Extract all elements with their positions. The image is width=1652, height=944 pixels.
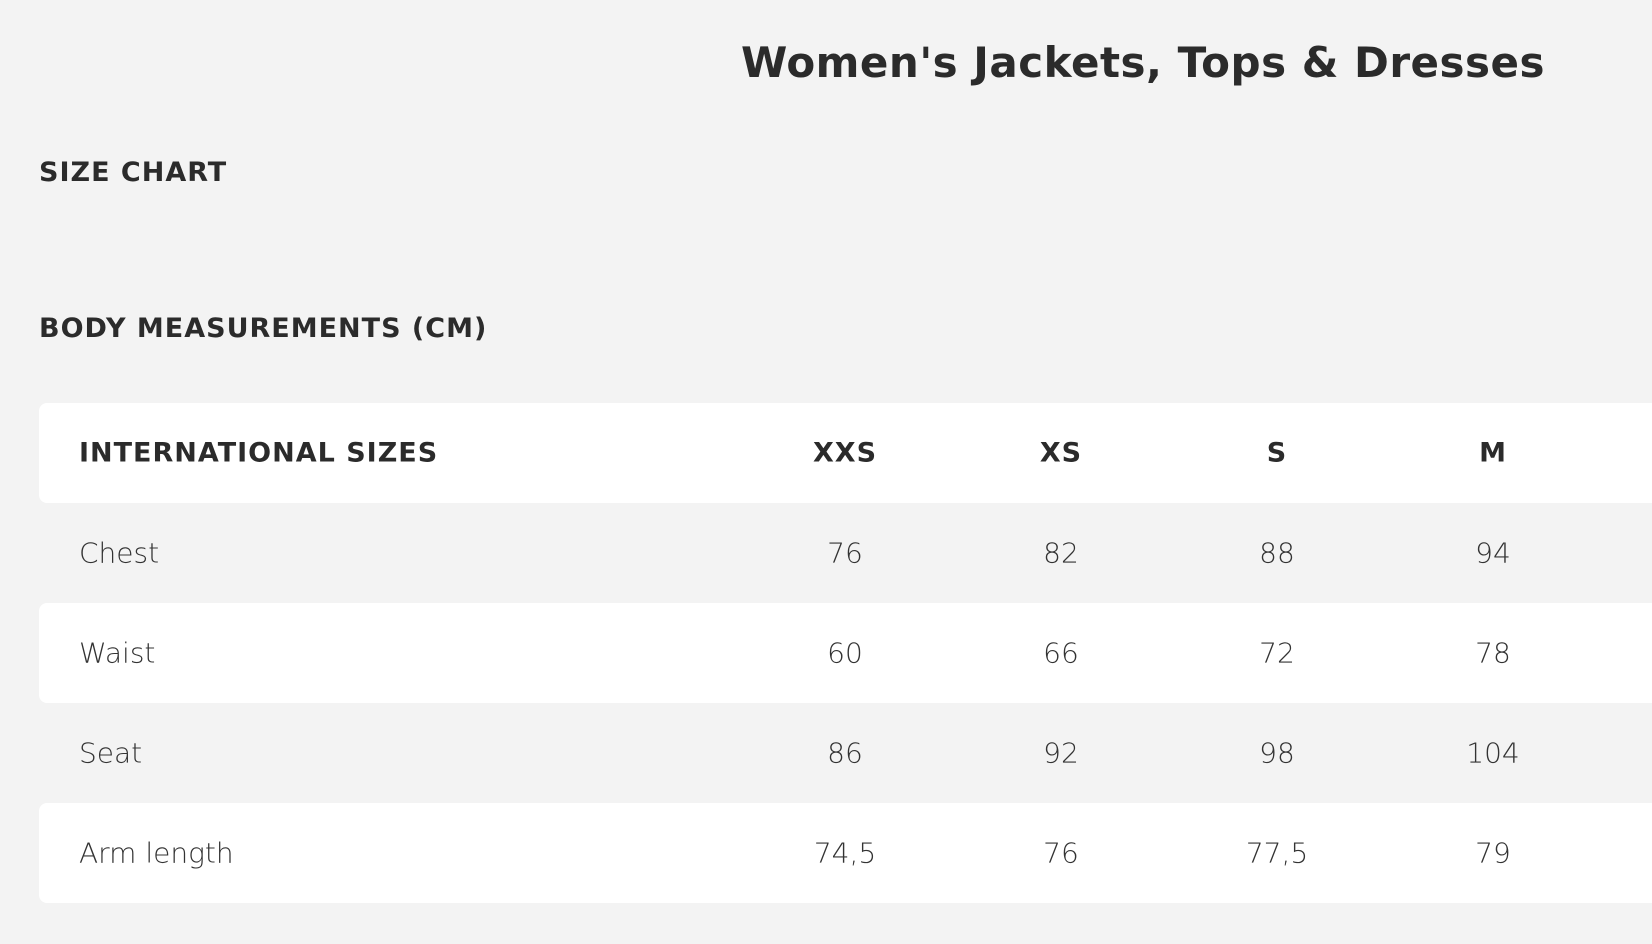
header-size: M: [1479, 437, 1507, 469]
page-title: Women's Jackets, Tops & Dresses: [740, 38, 1546, 87]
header-size: XS: [1039, 437, 1083, 469]
cell-value: 86: [827, 736, 863, 770]
cell-value: 74,5: [813, 836, 877, 870]
header-size: S: [1266, 437, 1288, 469]
cell-value: 77,5: [1245, 836, 1309, 870]
cell-value: 79: [1475, 836, 1511, 870]
header-size: XXS: [812, 437, 878, 469]
row-label: Seat: [79, 736, 143, 770]
cell-value: 98: [1259, 736, 1295, 770]
row-label: Arm length: [79, 836, 234, 870]
cell-value: 66: [1043, 636, 1079, 670]
cell-value: 104: [1466, 736, 1520, 770]
table-row: Waist 60 66 72 78: [39, 603, 1652, 703]
cell-value: 76: [827, 536, 863, 570]
row-label: Chest: [79, 536, 160, 570]
header-label: INTERNATIONAL SIZES: [79, 437, 439, 469]
table-row: Seat 86 92 98 104: [39, 703, 1652, 803]
table-row: Arm length 74,5 76 77,5 79: [39, 803, 1652, 903]
cell-value: 78: [1475, 636, 1511, 670]
size-chart-heading: SIZE CHART: [39, 157, 228, 188]
cell-value: 76: [1043, 836, 1079, 870]
cell-value: 72: [1259, 636, 1295, 670]
size-table: INTERNATIONAL SIZES XXS XS S M Chest 76 82…: [39, 403, 1652, 903]
cell-value: 88: [1259, 536, 1295, 570]
table-row: Chest 76 82 88 94: [39, 503, 1652, 603]
section-heading: BODY MEASUREMENTS (CM): [39, 313, 488, 344]
row-label: Waist: [79, 636, 156, 670]
cell-value: 94: [1475, 536, 1511, 570]
cell-value: 82: [1043, 536, 1079, 570]
table-header-row: INTERNATIONAL SIZES XXS XS S M: [39, 403, 1652, 503]
cell-value: 60: [827, 636, 863, 670]
cell-value: 92: [1043, 736, 1079, 770]
